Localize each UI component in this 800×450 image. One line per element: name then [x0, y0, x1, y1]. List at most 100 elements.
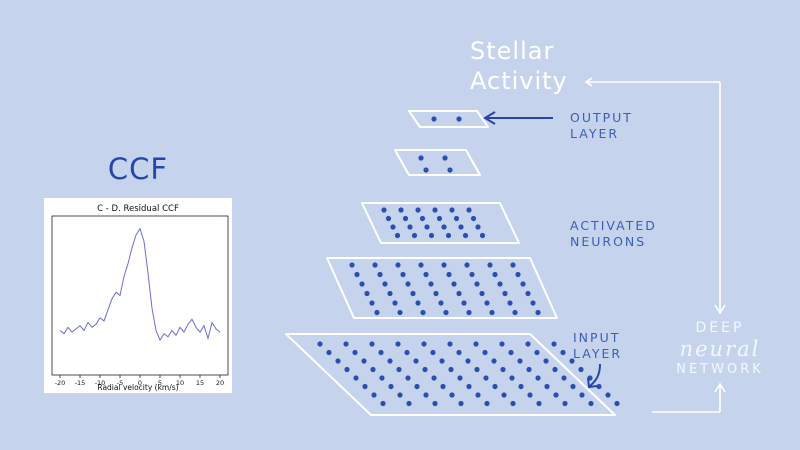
- neuron: [525, 341, 531, 347]
- neuron: [570, 383, 576, 390]
- neuron: [424, 224, 430, 230]
- dnn-line-3: NETWORK: [676, 362, 764, 377]
- neuron: [527, 392, 533, 398]
- neuron: [605, 392, 611, 398]
- neuron: [475, 224, 481, 230]
- neuron: [428, 232, 435, 239]
- stellar-activity-heading: Stellar Activity: [470, 36, 568, 96]
- neuron: [405, 375, 411, 381]
- layer-hidden-3: [326, 257, 558, 319]
- neuron: [422, 366, 428, 373]
- layer-outline: [394, 149, 481, 176]
- neuron: [453, 215, 460, 222]
- neuron: [469, 271, 475, 278]
- neuron: [418, 262, 424, 268]
- neuron: [500, 366, 506, 373]
- x-tick-label: 5: [158, 379, 162, 387]
- neuron: [526, 366, 532, 373]
- neuron: [562, 400, 568, 407]
- neuron: [474, 281, 480, 287]
- neuron: [479, 232, 486, 239]
- neuron: [432, 207, 438, 213]
- neuron: [431, 116, 437, 122]
- neuron: [430, 349, 436, 356]
- neuron: [515, 271, 521, 278]
- network-layers: [285, 110, 620, 416]
- neuron: [484, 400, 490, 407]
- neuron: [423, 271, 429, 278]
- x-axis-label: Radial velocity (km/s): [97, 383, 178, 392]
- x-tick-label: 15: [196, 379, 204, 387]
- neuron: [400, 271, 406, 278]
- neuron: [456, 349, 462, 356]
- neuron: [508, 349, 514, 356]
- neuron: [382, 281, 388, 287]
- x-tick-label: -15: [75, 379, 86, 387]
- neuron: [507, 300, 513, 306]
- neuron: [441, 224, 447, 230]
- neuron: [410, 290, 416, 297]
- neuron: [398, 207, 404, 213]
- neuron: [369, 341, 375, 347]
- neuron: [421, 341, 427, 347]
- neuron: [387, 358, 393, 364]
- neuron: [374, 309, 380, 316]
- neuron: [438, 300, 444, 306]
- neuron: [396, 366, 402, 373]
- neuron: [443, 309, 449, 316]
- neuron: [466, 383, 472, 390]
- x-tick-label: -10: [95, 379, 106, 387]
- layer-outline: [361, 202, 520, 244]
- neuron: [502, 290, 508, 297]
- neuron: [510, 262, 516, 268]
- neuron: [397, 392, 403, 398]
- neuron: [569, 358, 575, 364]
- neuron: [402, 215, 409, 222]
- neuron: [596, 383, 602, 390]
- x-tick-label: 0: [138, 379, 142, 387]
- activated-neurons-label: ACTIVATED NEURONS: [570, 218, 657, 250]
- neuron: [411, 232, 418, 239]
- output-label-line-1: OUTPUT: [570, 110, 633, 125]
- neuron: [428, 281, 434, 287]
- neuron: [392, 300, 398, 306]
- input-label-line-1: INPUT: [573, 330, 621, 345]
- neuron: [353, 375, 359, 381]
- neuron: [447, 341, 453, 347]
- ccf-plot-card: C - D. Residual CCF -20 -15 -10 -5 0 5 10 15 20 …: [44, 198, 232, 393]
- neuron: [535, 375, 541, 381]
- neuron: [420, 309, 426, 316]
- layer-output: [408, 110, 489, 128]
- neuron: [543, 358, 549, 364]
- neuron: [349, 262, 355, 268]
- neuron: [361, 358, 367, 364]
- neuron: [462, 232, 469, 239]
- neuron: [359, 281, 365, 287]
- layer-input: [285, 333, 620, 416]
- neuron: [446, 271, 452, 278]
- neuron: [344, 366, 350, 373]
- neuron: [433, 290, 439, 297]
- neuron: [439, 358, 445, 364]
- x-axis-ticks: -20 -15 -10 -5 0 5 10 15 20: [55, 375, 224, 387]
- neuron: [475, 392, 481, 398]
- neuron: [464, 262, 470, 268]
- neuron: [501, 392, 507, 398]
- neuron: [456, 116, 462, 122]
- output-label-line-2: LAYER: [570, 126, 620, 141]
- neuron: [390, 224, 396, 230]
- neuron: [517, 358, 523, 364]
- neuron: [536, 400, 542, 407]
- neuron: [552, 366, 558, 373]
- neuron: [451, 281, 457, 287]
- neuron: [423, 392, 429, 398]
- neuron: [484, 300, 490, 306]
- neuron: [578, 366, 584, 373]
- neuron: [404, 349, 410, 356]
- neuron: [449, 207, 455, 213]
- neuron: [458, 224, 464, 230]
- neuron: [461, 300, 467, 306]
- layer-hidden-1: [394, 149, 481, 176]
- neuron: [372, 262, 378, 268]
